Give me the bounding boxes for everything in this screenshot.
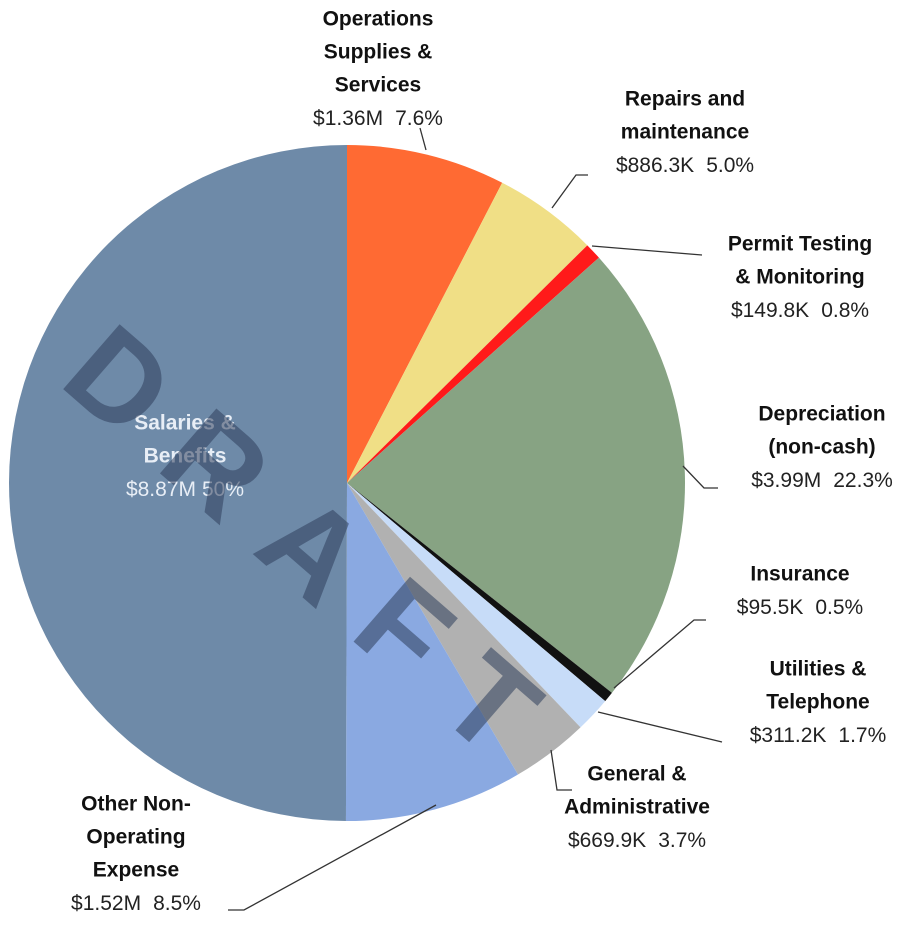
pie-slice	[347, 257, 685, 693]
slice-label: Utilities &	[770, 658, 867, 681]
percent-label: 1.7%	[838, 724, 886, 747]
slice-value: $3.99M 22.3%	[751, 469, 893, 492]
leader-line	[228, 804, 437, 911]
slice-label: Administrative	[564, 796, 710, 819]
slice-label: Telephone	[766, 691, 869, 714]
percent-label: 0.5%	[815, 596, 863, 619]
slice-label: maintenance	[621, 121, 749, 144]
amount-label: $8.87M	[126, 478, 196, 501]
slice-value: $311.2K 1.7%	[750, 724, 887, 747]
slice-label: Expense	[93, 859, 179, 882]
pie-slice	[9, 145, 348, 821]
slice-label: Insurance	[750, 563, 849, 586]
pie-slice	[347, 182, 588, 483]
labels: Operations Supplies & Services $1.36M 7.6% Re…	[71, 8, 893, 915]
slice-label: Depreciation	[758, 403, 885, 426]
amount-label: $3.99M	[751, 469, 821, 492]
pie	[9, 145, 685, 821]
slice-label: Salaries &	[134, 412, 236, 435]
percent-label: 22.3%	[833, 469, 893, 492]
pie-slice	[347, 483, 606, 728]
leader-line	[613, 619, 706, 689]
pie-slice	[347, 245, 599, 483]
percent-label: 50%	[202, 478, 244, 501]
slice-label: Repairs and	[625, 88, 745, 111]
slice-label: General &	[587, 763, 686, 786]
pie-slice	[345, 483, 518, 821]
amount-label: $886.3K	[616, 154, 694, 177]
percent-label: 0.8%	[821, 299, 869, 322]
slice-value: $95.5K 0.5%	[737, 596, 863, 619]
slice-label: Other Non-	[81, 793, 191, 816]
slice-label: Operating	[86, 826, 185, 849]
amount-label: $311.2K	[750, 724, 827, 747]
slice-value: $149.8K 0.8%	[731, 299, 869, 322]
slice-value: $1.36M 7.6%	[313, 107, 443, 130]
amount-label: $149.8K	[731, 299, 809, 322]
slice-label: Benefits	[144, 445, 227, 468]
slice-value: $8.87M 50%	[126, 478, 244, 501]
percent-label: 8.5%	[153, 892, 201, 915]
slice-label: Permit Testing	[728, 233, 872, 256]
slice-value: $669.9K 3.7%	[568, 829, 706, 852]
slice-label: Operations	[323, 8, 434, 31]
pie-slice	[347, 483, 581, 775]
percent-label: 3.7%	[658, 829, 706, 852]
slice-label: Supplies &	[324, 41, 433, 64]
slice-label: & Monitoring	[735, 266, 864, 289]
percent-label: 5.0%	[706, 154, 754, 177]
slice-value: $886.3K 5.0%	[616, 154, 754, 177]
leader-line	[551, 174, 588, 209]
leader-line	[597, 711, 723, 743]
slice-value: $1.52M 8.5%	[71, 892, 201, 915]
leader-lines	[228, 127, 723, 911]
slice-label: (non-cash)	[768, 436, 875, 459]
pie-slice	[347, 145, 503, 483]
pie-slice	[347, 483, 612, 702]
amount-label: $1.52M	[71, 892, 141, 915]
leader-line	[591, 245, 703, 256]
leader-line	[419, 127, 427, 151]
percent-label: 7.6%	[395, 107, 443, 130]
leader-line	[682, 465, 718, 489]
amount-label: $95.5K	[737, 596, 804, 619]
amount-label: $1.36M	[313, 107, 383, 130]
amount-label: $669.9K	[568, 829, 646, 852]
slice-label: Services	[335, 74, 421, 97]
leader-line	[550, 749, 572, 791]
